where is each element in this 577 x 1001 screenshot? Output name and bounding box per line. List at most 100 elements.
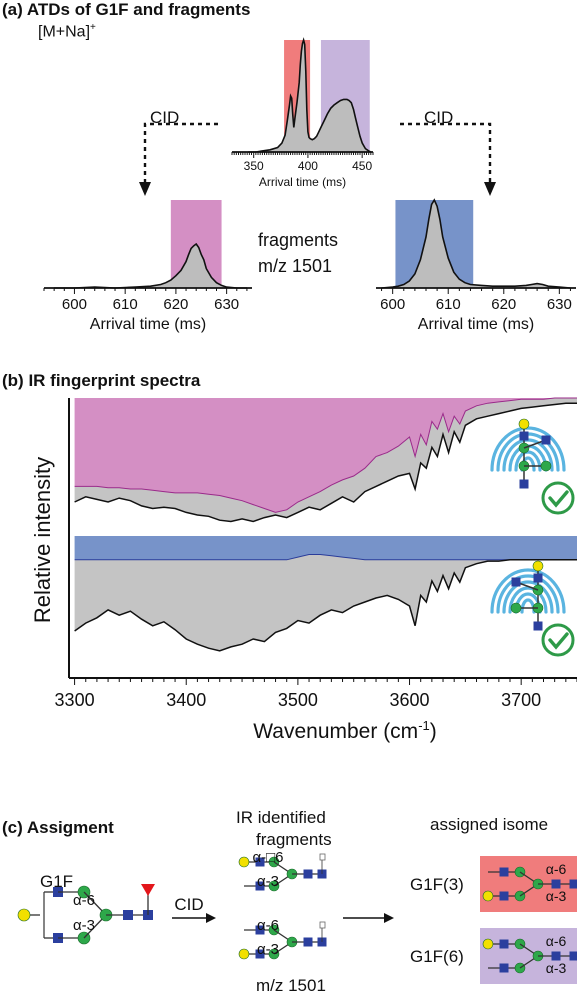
galactose-circle [482,890,494,902]
atd-fragment-left-plot: 600 610 620 630 Arrival time (ms) [43,200,252,333]
panel-a-title: (a) ATDs of G1F and fragments [2,0,250,20]
atd-trace-line [248,37,372,153]
glcnac-square [255,881,265,891]
panel-b-title: (b) IR fingerprint spectra [2,371,200,391]
ir-x-label: Wavenumber (cm-1) [253,718,437,743]
glcnac-square [499,891,509,901]
cid-right-label: CID [424,108,454,127]
atd-parent-plot: 350 400 450 Arrival time (ms) [231,37,374,189]
alpha3-linkage-label: α-3 [546,888,567,904]
galactose-circle [482,938,494,950]
fingerprint-icon-top [490,418,575,515]
cid-arrows [139,122,496,196]
atd-tick-label: 610 [436,296,461,313]
atd-tick-label: 350 [244,159,264,173]
ir-fragments-label: fragments [256,830,332,849]
atd-trace-fill [54,244,247,288]
alpha6-linkage-label: α-6 [73,892,95,909]
assign-arrowhead [384,913,394,923]
fingerprint-ridge [496,574,560,614]
check-circle [541,623,575,657]
check-mark [548,490,569,508]
ir-y-label: Relative intensity [30,457,55,623]
fragments-label: fragments [258,230,339,250]
fingerprint-ridge [502,580,554,614]
ion-text: [M+Na] [38,23,91,41]
ir-spectrum-fill-pink [74,398,577,513]
glcnac-square [255,925,265,935]
mannose-circle [510,602,522,614]
panel-c-title-text: Assigment [26,818,114,837]
ir-tick-label: 3300 [55,690,95,710]
atd-x-label: Arrival time (ms) [90,316,206,333]
ir-x-label-end: ) [430,720,437,743]
atd-tick-label: 630 [214,296,239,313]
atd-fragment-right-plot: 600 610 620 630 Arrival time (ms) [376,198,576,333]
panel-c-title: (c) Assigment [2,818,114,838]
ir-tick-label: 3700 [501,690,541,710]
atd-tick-label: 630 [547,296,572,313]
fingerprint-icon-bottom [490,560,575,657]
glcnac-square [569,879,577,889]
fingerprint-ridge [490,568,566,614]
glcnac-square [499,867,509,877]
glcnac-square [255,857,265,867]
glycan-structures: α-6 α-3 CID α-□6 α-3 α-6 α-3 G1F(3) G1F(6) α-6 α-3… [17,849,577,984]
atd-trace-fill [248,40,371,152]
ion-sup: + [90,22,96,33]
ir-spectrum-outline [74,554,577,561]
mannose-circle [540,460,552,472]
cid-left-label: CID [150,108,180,127]
alpha3-linkage-label: α-3 [257,873,279,890]
glcnac-square [533,621,543,631]
ir-spectrum-fill-blue [74,536,577,560]
g1f3-label: G1F(3) [410,875,464,894]
glcnac-square [519,431,529,441]
ir-difference-fill [74,554,577,651]
fucose-lost-marker [319,853,326,861]
check-circle [541,481,575,515]
panel-a-label: (a) [2,0,23,19]
alpha6-linkage-label: α-6 [546,861,567,877]
glcnac-square [551,879,561,889]
atd-tick-label: 450 [352,159,372,173]
assigned-isomer-label: assigned isome [430,815,549,834]
atd-tick-label: 620 [163,296,188,313]
glcnac-square [303,937,313,947]
ir-difference-fill [74,398,577,522]
ir-tick-label: 3500 [278,690,318,710]
ion-label: [M+Na]+ [38,22,96,41]
atd-tick-label: 610 [113,296,138,313]
glcnac-square [499,963,509,973]
glcnac-square [499,939,509,949]
glcnac-square [123,910,133,920]
ir-x-label-sup: -1 [418,718,430,733]
g1f6-label: G1F(6) [410,947,464,966]
ir-identified-label: IR identified [236,808,326,827]
fragments-mz-label: m/z 1501 [258,256,333,276]
atd-tick-label: 620 [491,296,516,313]
ir-x-label-text: Wavenumber (cm [253,720,418,743]
galactose-circle [532,560,544,572]
cid-right-arrowhead [484,182,496,196]
atd-tick-label: 600 [380,296,405,313]
cid-left-arrowhead [139,182,151,196]
glcnac-square [511,577,521,587]
fingerprint-ridge [490,426,566,472]
ir-spectrum-outline [74,397,577,513]
ir-reference-line [74,402,577,523]
glcnac-square [519,479,529,489]
alpha6-linkage-label: α-6 [257,917,279,934]
alpha3-linkage-label: α-3 [546,960,567,976]
glcnac-square [541,435,551,445]
atd-trace-line [54,242,247,289]
fingerprint-ridge [514,450,542,472]
alpha6-linkage-label: α-□6 [252,849,283,866]
ir-reference-line [74,559,577,652]
cid-right-arrow [400,122,492,183]
glcnac-square [255,949,265,959]
cid-step-label: CID [174,895,203,914]
cid-arrowhead [206,913,216,923]
cid-left-arrow [143,122,218,183]
